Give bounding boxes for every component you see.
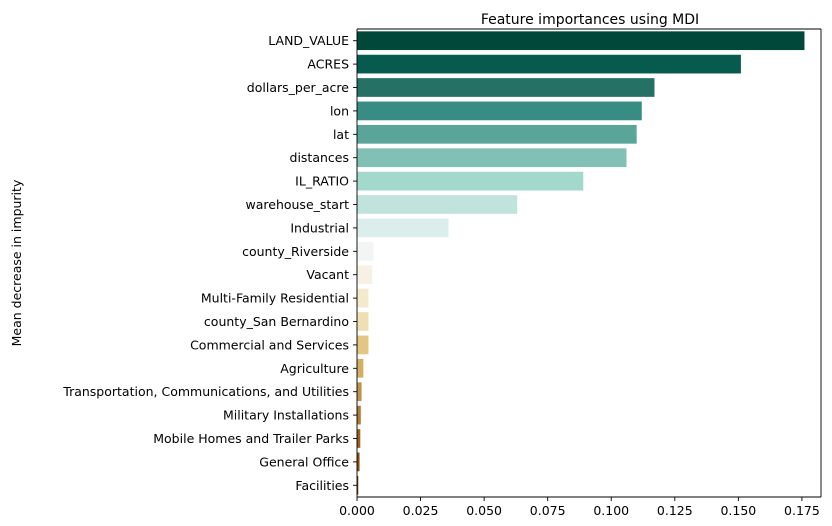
bar <box>357 171 584 191</box>
bar <box>357 382 362 402</box>
bar <box>357 148 627 168</box>
x-tick-label: 0.150 <box>720 503 756 518</box>
bar <box>357 78 655 97</box>
y-tick-label: LAND_VALUE <box>268 33 349 48</box>
y-tick-label: lat <box>333 127 349 142</box>
bar <box>357 475 359 495</box>
x-tick-label: 0.125 <box>657 503 693 518</box>
y-tick-label: county_Riverside <box>242 244 349 259</box>
y-tick-label: lon <box>330 103 349 118</box>
x-axis-ticks: 0.000 0.025 0.050 0.075 0.100 0.125 0.150 0.175 <box>339 497 820 518</box>
y-tick-label: Military Installations <box>223 408 349 423</box>
y-tick-label: distances <box>290 150 349 165</box>
y-tick-label: Agriculture <box>280 361 349 376</box>
y-tick-label: IL_RATIO <box>295 174 349 189</box>
y-tick-label: warehouse_start <box>246 197 350 212</box>
bar <box>357 218 449 238</box>
x-tick-label: 0.025 <box>403 503 439 518</box>
bars-group <box>357 31 805 495</box>
y-tick-label: Multi-Family Residential <box>201 291 349 306</box>
y-tick-label: Commercial and Services <box>190 337 349 352</box>
y-tick-label: Vacant <box>306 267 349 282</box>
bar <box>357 429 361 448</box>
y-tick-label: General Office <box>259 454 349 469</box>
bar <box>357 452 360 472</box>
y-tick-label: Facilities <box>295 478 349 493</box>
bar <box>357 265 373 285</box>
x-tick-label: 0.100 <box>593 503 629 518</box>
y-axis-label: Mean decrease in impurity <box>9 179 24 346</box>
chart-title: Feature importances using MDI <box>481 12 699 28</box>
x-tick-label: 0.075 <box>530 503 566 518</box>
bar <box>357 288 369 308</box>
bar <box>357 405 361 425</box>
y-tick-label: Industrial <box>290 220 349 235</box>
y-tick-label: ACRES <box>307 57 349 72</box>
y-tick-label: Mobile Homes and Trailer Parks <box>153 431 349 446</box>
bar <box>357 312 369 331</box>
y-tick-label: county_San Bernardino <box>204 314 349 329</box>
bar <box>357 241 374 261</box>
y-tick-label: dollars_per_acre <box>247 80 350 95</box>
bar <box>357 195 518 214</box>
bar <box>357 54 741 74</box>
x-tick-label: 0.050 <box>466 503 502 518</box>
bar <box>357 101 642 121</box>
x-tick-label: 0.000 <box>339 503 375 518</box>
y-tick-label: Transportation, Communications, and Util… <box>62 384 349 399</box>
bar <box>357 31 805 51</box>
bar <box>357 124 637 144</box>
bar <box>357 335 369 355</box>
bar <box>357 358 364 378</box>
x-tick-label: 0.175 <box>784 503 820 518</box>
